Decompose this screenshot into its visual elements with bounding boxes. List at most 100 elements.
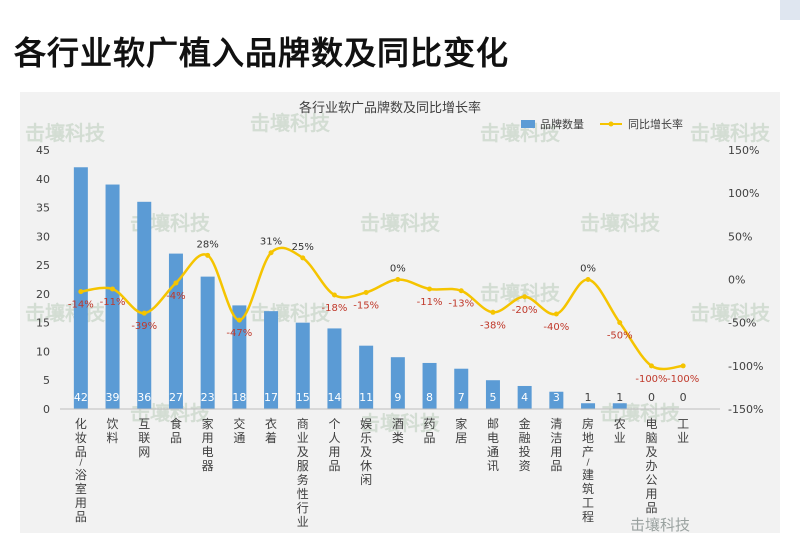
growth-rate-point bbox=[585, 277, 591, 282]
bar bbox=[73, 167, 88, 409]
bar-value-label: 0 bbox=[648, 391, 655, 404]
x-axis-category-label: 互联网 bbox=[138, 417, 150, 459]
x-axis-category-label: 衣着 bbox=[265, 416, 277, 445]
bar bbox=[264, 311, 279, 409]
growth-rate-point bbox=[553, 311, 559, 317]
legend-line-label: 同比增长率 bbox=[628, 117, 683, 131]
x-axis-category-label: 娱乐及休闲 bbox=[360, 417, 372, 487]
y-axis-tick-label: 30 bbox=[36, 230, 50, 243]
bar-value-label: 18 bbox=[232, 391, 246, 404]
x-axis-category-label: 金融投资 bbox=[519, 416, 531, 473]
watermark: 击壤科技 bbox=[580, 211, 661, 235]
growth-rate-label: -20% bbox=[512, 305, 538, 316]
x-axis-category-label: 工业 bbox=[677, 417, 689, 445]
growth-rate-point bbox=[490, 309, 496, 315]
x-axis-category-label: 食品 bbox=[170, 416, 182, 445]
legend-bar-swatch bbox=[521, 120, 535, 128]
growth-rate-point bbox=[268, 250, 274, 256]
growth-rate-label: -15% bbox=[353, 300, 379, 311]
growth-rate-label: -13% bbox=[448, 299, 474, 310]
bar-value-label: 0 bbox=[680, 391, 687, 404]
growth-rate-point bbox=[458, 288, 464, 294]
x-axis-category-label: 邮电通讯 bbox=[487, 417, 499, 473]
x-axis-category-label: 商业及服务性行业 bbox=[297, 416, 309, 529]
bar-value-label: 36 bbox=[137, 391, 151, 404]
x-axis-category-label: 药品 bbox=[424, 417, 436, 445]
growth-rate-point bbox=[363, 289, 369, 295]
x-axis-category-label: 电脑及办公用品 bbox=[645, 417, 657, 515]
bar-value-label: 17 bbox=[264, 391, 278, 404]
bar-value-label: 5 bbox=[489, 391, 496, 404]
bar-value-label: 1 bbox=[616, 391, 623, 404]
growth-rate-label: -11% bbox=[100, 297, 126, 308]
watermark: 击壤科技 bbox=[480, 121, 561, 145]
growth-rate-label: 0% bbox=[580, 264, 596, 275]
watermark: 击壤科技 bbox=[360, 211, 441, 235]
growth-rate-point bbox=[236, 317, 242, 323]
bar-value-label: 14 bbox=[327, 391, 341, 404]
growth-rate-label: 0% bbox=[390, 264, 406, 275]
chart-title: 各行业软广品牌数及同比增长率 bbox=[299, 100, 481, 116]
bar bbox=[168, 253, 183, 409]
watermark: 击壤科技 bbox=[250, 111, 331, 135]
bar bbox=[327, 328, 342, 409]
growth-rate-point bbox=[110, 286, 116, 292]
legend-bar-label: 品牌数量 bbox=[540, 117, 584, 131]
y2-axis-tick-label: -50% bbox=[728, 317, 756, 330]
growth-rate-label: -11% bbox=[417, 297, 443, 308]
bar bbox=[454, 368, 469, 409]
watermark: 击壤科技 bbox=[690, 301, 771, 325]
x-axis-category-label: 饮料 bbox=[107, 417, 119, 445]
x-axis-category-label: 农业 bbox=[614, 417, 626, 445]
y-axis-tick-label: 45 bbox=[36, 144, 50, 157]
growth-rate-label: -100% bbox=[667, 374, 699, 385]
x-axis-category-label: 交通 bbox=[233, 416, 245, 445]
bar bbox=[137, 201, 152, 409]
y2-axis-tick-label: 150% bbox=[728, 144, 759, 157]
brand-caption: 击壤科技 bbox=[630, 516, 690, 533]
bar bbox=[549, 391, 564, 409]
growth-rate-point bbox=[680, 363, 686, 369]
growth-rate-label: -4% bbox=[166, 291, 185, 302]
growth-rate-label: -50% bbox=[607, 331, 633, 342]
growth-rate-point bbox=[427, 286, 433, 292]
bar bbox=[422, 362, 437, 409]
y-axis-tick-label: 10 bbox=[36, 345, 50, 358]
slide-title: 各行业软广植入品牌数及同比变化 bbox=[14, 34, 510, 72]
growth-rate-label: -100% bbox=[635, 374, 667, 385]
growth-rate-label: -40% bbox=[543, 322, 569, 333]
legend-line-marker bbox=[608, 121, 614, 127]
bar bbox=[295, 322, 310, 409]
y-axis-tick-label: 0 bbox=[43, 403, 50, 416]
bar bbox=[581, 403, 596, 409]
bar bbox=[359, 345, 374, 409]
growth-rate-label: -38% bbox=[480, 320, 506, 331]
growth-rate-point bbox=[648, 363, 654, 369]
watermark: 击壤科技 bbox=[25, 301, 106, 325]
bar-value-label: 15 bbox=[296, 391, 310, 404]
bar-value-label: 8 bbox=[426, 391, 433, 404]
growth-rate-point bbox=[522, 294, 528, 300]
growth-rate-label: 31% bbox=[260, 237, 282, 248]
watermark: 击壤科技 bbox=[250, 301, 331, 325]
x-axis-category-label: 家用电器 bbox=[202, 416, 214, 473]
growth-rate-point bbox=[395, 277, 401, 282]
bar bbox=[485, 380, 500, 409]
watermark: 击壤科技 bbox=[25, 121, 106, 145]
x-axis-category-label: 酒类 bbox=[392, 417, 404, 445]
growth-rate-point bbox=[173, 280, 179, 286]
y2-axis-tick-label: 0% bbox=[728, 274, 745, 287]
bar-value-label: 39 bbox=[106, 391, 120, 404]
watermark: 击壤科技 bbox=[690, 121, 771, 145]
bar-value-label: 9 bbox=[394, 391, 401, 404]
bar-value-label: 3 bbox=[553, 391, 560, 404]
y-axis-tick-label: 35 bbox=[36, 202, 50, 215]
x-axis-category-label: 房地产/建筑工程 bbox=[582, 416, 594, 524]
bar bbox=[232, 305, 247, 409]
growth-rate-point bbox=[141, 310, 147, 316]
watermark: 击壤科技 bbox=[360, 411, 441, 435]
growth-rate-label: 28% bbox=[197, 239, 219, 250]
y2-axis-tick-label: 50% bbox=[728, 230, 752, 243]
growth-rate-label: 25% bbox=[292, 242, 314, 253]
